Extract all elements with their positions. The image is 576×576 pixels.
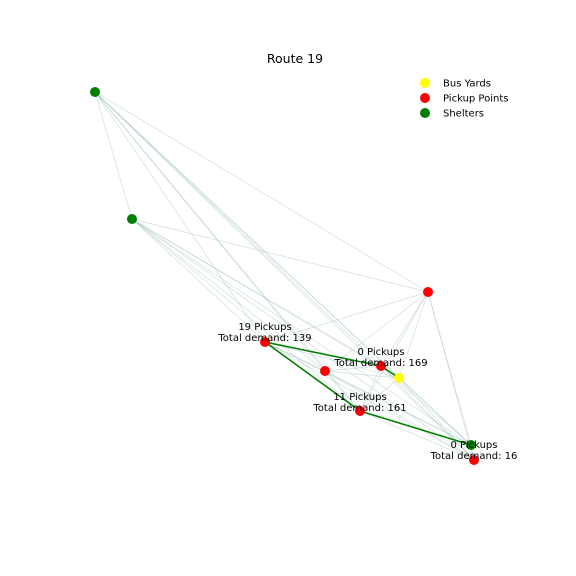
route-path — [264, 341, 472, 446]
annotation-pickups: 19 Pickups — [238, 322, 291, 333]
network-edge — [324, 370, 400, 379]
pickup-node — [260, 337, 270, 347]
network-edge — [131, 218, 472, 446]
network-edge — [359, 291, 429, 412]
route-segment — [359, 410, 472, 446]
network-edge — [264, 341, 475, 461]
network-edge — [398, 291, 429, 379]
network-edge — [359, 365, 382, 412]
route-segment — [264, 341, 361, 412]
route-segment — [264, 341, 382, 367]
network-edge — [359, 410, 475, 461]
annotation-pickups: 11 Pickups — [333, 392, 386, 403]
pickup-node — [423, 287, 433, 297]
shelter-node — [127, 214, 137, 224]
legend-marker-bus-yards — [420, 78, 430, 88]
network-edge — [398, 377, 472, 446]
network-edges — [94, 91, 475, 461]
network-edge — [131, 218, 266, 343]
legend-label-shelters: Shelters — [443, 109, 484, 120]
network-edge — [398, 377, 475, 461]
pickup-node — [469, 455, 479, 465]
network-edge — [94, 91, 266, 343]
network-edge — [131, 218, 400, 379]
legend-marker-shelters — [420, 108, 430, 118]
network-edge — [94, 91, 382, 367]
network-edge — [94, 91, 475, 461]
pickup-node — [355, 406, 365, 416]
network-edge — [324, 370, 475, 461]
network-edge — [264, 291, 429, 343]
annotation-demand: Total demand: 169 — [333, 358, 427, 369]
chart-title: Route 19 — [267, 51, 323, 66]
annotation-pickups: 0 Pickups — [450, 440, 497, 451]
network-edge — [94, 91, 429, 293]
network-edge — [131, 218, 326, 372]
legend-marker-pickup-points — [420, 93, 430, 103]
network-nodes — [90, 87, 479, 465]
shelter-node — [466, 440, 476, 450]
shelter-node — [90, 87, 100, 97]
network-edge — [131, 218, 475, 461]
annotation-demand: Total demand: 16 — [430, 451, 518, 462]
pickup-node — [376, 361, 386, 371]
legend: Bus Yards Pickup Points Shelters — [420, 78, 508, 120]
network-edge — [131, 218, 429, 293]
network-edge — [94, 91, 361, 412]
network-edge — [264, 341, 326, 372]
network-edge — [131, 218, 361, 412]
annotation-demand: Total demand: 139 — [217, 333, 311, 344]
legend-label-pickup-points: Pickup Points — [443, 94, 508, 105]
legend-label-bus-yards: Bus Yards — [443, 79, 491, 90]
network-edge — [94, 91, 133, 220]
annotation-pickups: 0 Pickups — [357, 347, 404, 358]
pickup-node — [320, 366, 330, 376]
network-edge — [324, 365, 382, 372]
yard-node — [394, 373, 404, 383]
network-edge — [427, 291, 475, 461]
network-edge — [380, 291, 429, 367]
network-edge — [94, 91, 400, 379]
annotation-demand: Total demand: 161 — [312, 403, 406, 414]
network-edge — [264, 341, 400, 379]
network-edge — [324, 370, 361, 412]
network-edge — [359, 377, 400, 412]
